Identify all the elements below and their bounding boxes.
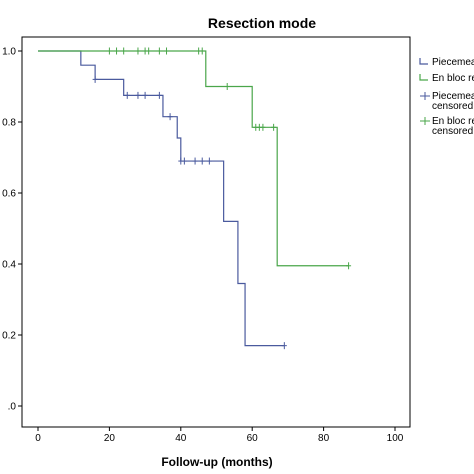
series-line-0 bbox=[38, 50, 285, 347]
x-tick-label: 0 bbox=[35, 433, 41, 444]
legend-label: censored bbox=[432, 101, 473, 112]
x-tick-label: 60 bbox=[247, 433, 259, 444]
y-tick-label: 0.2 bbox=[2, 331, 16, 342]
series-line-1 bbox=[38, 50, 349, 267]
x-tick-label: 20 bbox=[104, 433, 116, 444]
y-tick-label: 0.6 bbox=[2, 189, 16, 200]
legend-swatch bbox=[419, 58, 428, 65]
y-tick-label: .0 bbox=[8, 402, 17, 413]
x-tick-label: 80 bbox=[318, 433, 330, 444]
legend-label: En bloc resection bbox=[432, 73, 474, 84]
y-tick-label: 1.0 bbox=[2, 47, 16, 58]
x-tick-label: 100 bbox=[387, 433, 404, 444]
x-tick-label: 40 bbox=[175, 433, 187, 444]
legend-swatch bbox=[419, 74, 428, 81]
series-group bbox=[38, 47, 352, 350]
legend: Piecemeal En bloc resection Piecemeal-cens… bbox=[419, 57, 474, 137]
y-tick-label: 0.4 bbox=[2, 260, 16, 271]
legend-label: Piecemeal- bbox=[432, 91, 474, 102]
y-tick-label: 0.8 bbox=[2, 118, 16, 129]
plot-frame bbox=[21, 36, 411, 428]
chart-title: Resection mode bbox=[208, 15, 316, 31]
legend-label: En bloc resection- bbox=[432, 116, 474, 127]
legend-label: censored bbox=[432, 126, 473, 137]
axes: 0 20 40 60 80 100 .0 0.2 0.4 0.6 0.8 1.0 bbox=[2, 47, 404, 445]
legend-label: Piecemeal bbox=[432, 57, 474, 68]
x-axis-label: Follow-up (months) bbox=[161, 455, 272, 469]
